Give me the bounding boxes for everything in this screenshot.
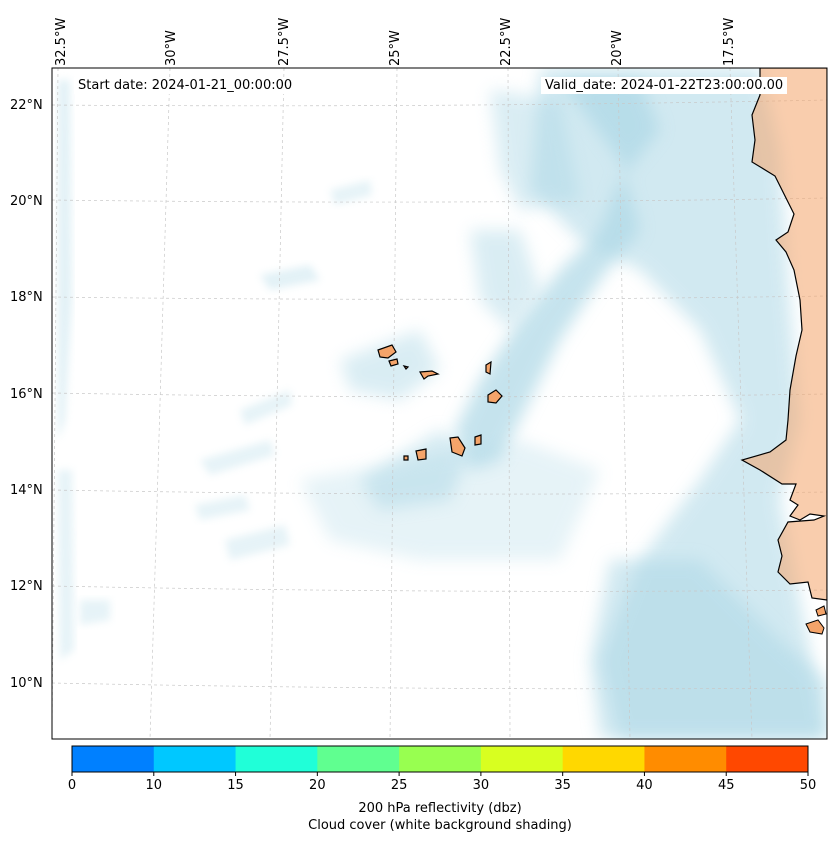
colorbar-segment [726,746,809,772]
graticule [52,68,827,739]
cape-verde-islands [377,344,503,461]
lat-label: 12°N [10,579,43,594]
colorbar-title: 200 hPa reflectivity (dbz) [358,801,522,816]
colorbar-tick-label: 45 [717,778,735,793]
africa-coastline [740,68,827,601]
santiago-island [449,436,466,457]
valid-date-label: Valid_date: 2024-01-22T23:00:00.00 [541,77,788,94]
lat-label: 20°N [10,194,43,209]
lat-label: 16°N [10,387,43,402]
map-frame [51,67,828,740]
colorbar-tick-label: 35 [554,778,571,793]
colorbar-segment [399,746,482,772]
colorbar-tick-label: 15 [227,778,244,793]
boa-vista-island [487,389,503,404]
colorbar-segment [72,746,155,772]
colorbar-segment [317,746,400,772]
lat-label: 18°N [10,290,43,305]
colorbar-tick-label: 10 [145,778,163,793]
maio-island [474,434,482,446]
coastal-island-icon [815,605,827,617]
colorbar-subtitle: Cloud cover (white background shading) [308,818,572,833]
colorbar-tick-label: 40 [636,778,653,793]
santa-luzia-island [402,365,410,370]
colorbar-segment [562,746,645,772]
colorbar-frame [71,745,809,773]
brava-island [403,455,409,461]
guinea-bissau-islands [805,619,825,635]
start-date-label: Start date: 2024-01-21_00:00:00 [74,77,297,94]
sal-island [485,360,492,375]
colorbar-tick-label: 50 [799,778,817,793]
colorbar-tick-label: 20 [309,778,326,793]
lat-label: 22°N [10,98,43,113]
lat-label: 10°N [10,676,43,691]
colorbar-segment [644,746,727,772]
fogo-island [415,448,427,461]
sao-nicolau-island [419,370,440,380]
colorbar-tick-label: 25 [390,778,408,793]
santo-antao-island [377,344,397,359]
cloud-cover-shading [58,68,827,739]
colorbar-segment [153,746,237,772]
colorbar-tick-label: 0 [67,778,77,793]
colorbar-segment [480,746,564,772]
colorbar-segment [235,746,318,772]
lat-label: 14°N [10,483,43,498]
sao-vicente-island [388,358,399,367]
colorbar-tick-label: 30 [472,778,490,793]
